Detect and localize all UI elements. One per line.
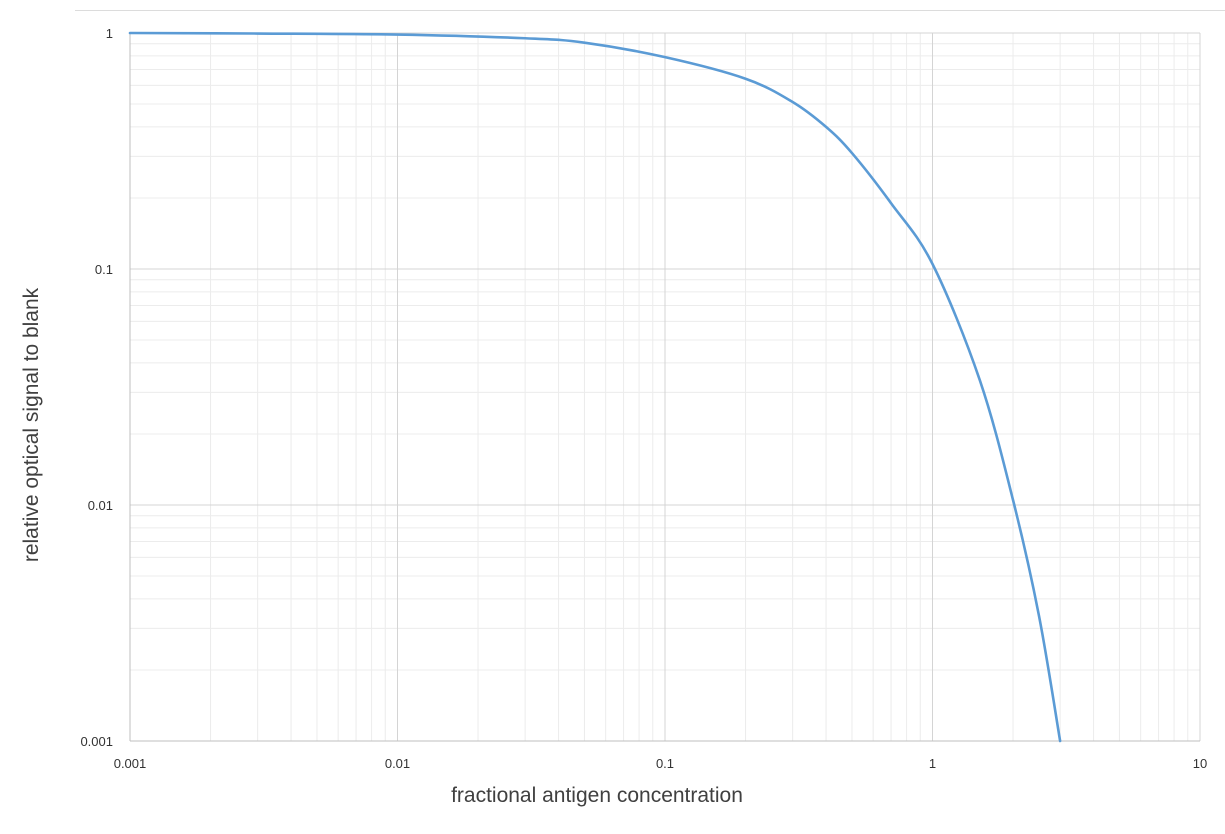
y-tick-label: 0.001 xyxy=(80,734,113,749)
x-tick-label: 0.01 xyxy=(385,756,410,771)
y-tick-label: 0.1 xyxy=(95,262,113,277)
x-tick-label: 10 xyxy=(1193,756,1207,771)
x-tick-label: 1 xyxy=(929,756,936,771)
x-tick-labels: 0.001 0.01 0.1 1 10 xyxy=(114,756,1208,771)
x-axis-title: fractional antigen concentration xyxy=(451,784,743,807)
x-tick-label: 0.1 xyxy=(656,756,674,771)
y-tick-label: 1 xyxy=(106,26,113,41)
x-tick-label: 0.001 xyxy=(114,756,147,771)
series-layer xyxy=(128,31,1062,743)
series-line xyxy=(128,31,1062,743)
y-axis-title: relative optical signal to blank xyxy=(20,287,43,562)
chart-top-border xyxy=(75,10,1225,11)
y-tick-label: 0.01 xyxy=(88,498,113,513)
axes xyxy=(129,33,1200,742)
major-gridlines xyxy=(129,32,1201,742)
y-tick-labels: 1 0.1 0.01 0.001 xyxy=(80,26,113,749)
